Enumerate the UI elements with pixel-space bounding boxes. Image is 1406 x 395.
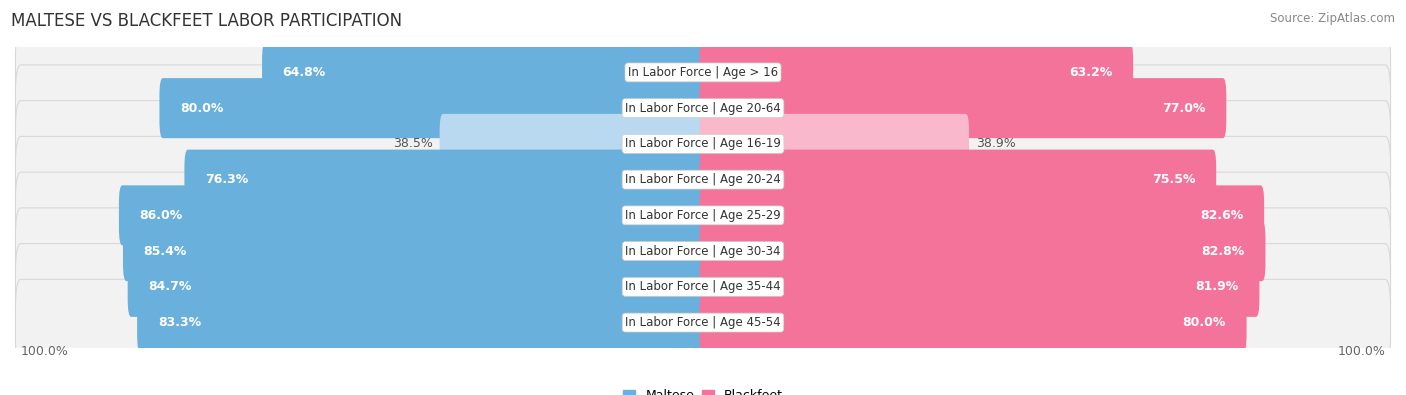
Text: In Labor Force | Age 20-64: In Labor Force | Age 20-64 [626, 102, 780, 115]
FancyBboxPatch shape [700, 293, 1247, 353]
Text: 38.5%: 38.5% [392, 137, 433, 150]
Text: 80.0%: 80.0% [1182, 316, 1226, 329]
Text: 86.0%: 86.0% [139, 209, 183, 222]
FancyBboxPatch shape [700, 150, 1216, 210]
FancyBboxPatch shape [700, 78, 1226, 138]
FancyBboxPatch shape [15, 244, 1391, 330]
FancyBboxPatch shape [15, 29, 1391, 116]
FancyBboxPatch shape [700, 42, 1133, 102]
Text: 80.0%: 80.0% [180, 102, 224, 115]
Text: 100.0%: 100.0% [21, 345, 69, 358]
FancyBboxPatch shape [15, 101, 1391, 187]
Text: 85.4%: 85.4% [143, 245, 187, 258]
FancyBboxPatch shape [15, 65, 1391, 151]
Text: 76.3%: 76.3% [205, 173, 249, 186]
FancyBboxPatch shape [700, 114, 969, 174]
FancyBboxPatch shape [700, 185, 1264, 245]
FancyBboxPatch shape [184, 150, 706, 210]
FancyBboxPatch shape [138, 293, 706, 353]
FancyBboxPatch shape [15, 208, 1391, 294]
Text: In Labor Force | Age 20-24: In Labor Force | Age 20-24 [626, 173, 780, 186]
Text: In Labor Force | Age 35-44: In Labor Force | Age 35-44 [626, 280, 780, 293]
FancyBboxPatch shape [159, 78, 706, 138]
Text: In Labor Force | Age 45-54: In Labor Force | Age 45-54 [626, 316, 780, 329]
Text: 84.7%: 84.7% [149, 280, 191, 293]
FancyBboxPatch shape [122, 221, 706, 281]
FancyBboxPatch shape [128, 257, 706, 317]
FancyBboxPatch shape [15, 136, 1391, 223]
Text: In Labor Force | Age > 16: In Labor Force | Age > 16 [628, 66, 778, 79]
FancyBboxPatch shape [262, 42, 706, 102]
Legend: Maltese, Blackfeet: Maltese, Blackfeet [617, 384, 789, 395]
Text: 83.3%: 83.3% [157, 316, 201, 329]
Text: 100.0%: 100.0% [1337, 345, 1385, 358]
FancyBboxPatch shape [120, 185, 706, 245]
Text: In Labor Force | Age 30-34: In Labor Force | Age 30-34 [626, 245, 780, 258]
FancyBboxPatch shape [700, 221, 1265, 281]
Text: 75.5%: 75.5% [1152, 173, 1195, 186]
FancyBboxPatch shape [15, 279, 1391, 366]
FancyBboxPatch shape [15, 172, 1391, 259]
FancyBboxPatch shape [700, 257, 1260, 317]
Text: MALTESE VS BLACKFEET LABOR PARTICIPATION: MALTESE VS BLACKFEET LABOR PARTICIPATION [11, 12, 402, 30]
Text: Source: ZipAtlas.com: Source: ZipAtlas.com [1270, 12, 1395, 25]
Text: 82.6%: 82.6% [1201, 209, 1243, 222]
Text: 81.9%: 81.9% [1195, 280, 1239, 293]
Text: 64.8%: 64.8% [283, 66, 326, 79]
Text: In Labor Force | Age 25-29: In Labor Force | Age 25-29 [626, 209, 780, 222]
Text: 77.0%: 77.0% [1163, 102, 1206, 115]
Text: 82.8%: 82.8% [1202, 245, 1244, 258]
Text: 38.9%: 38.9% [976, 137, 1015, 150]
Text: 63.2%: 63.2% [1069, 66, 1112, 79]
FancyBboxPatch shape [440, 114, 706, 174]
Text: In Labor Force | Age 16-19: In Labor Force | Age 16-19 [626, 137, 780, 150]
